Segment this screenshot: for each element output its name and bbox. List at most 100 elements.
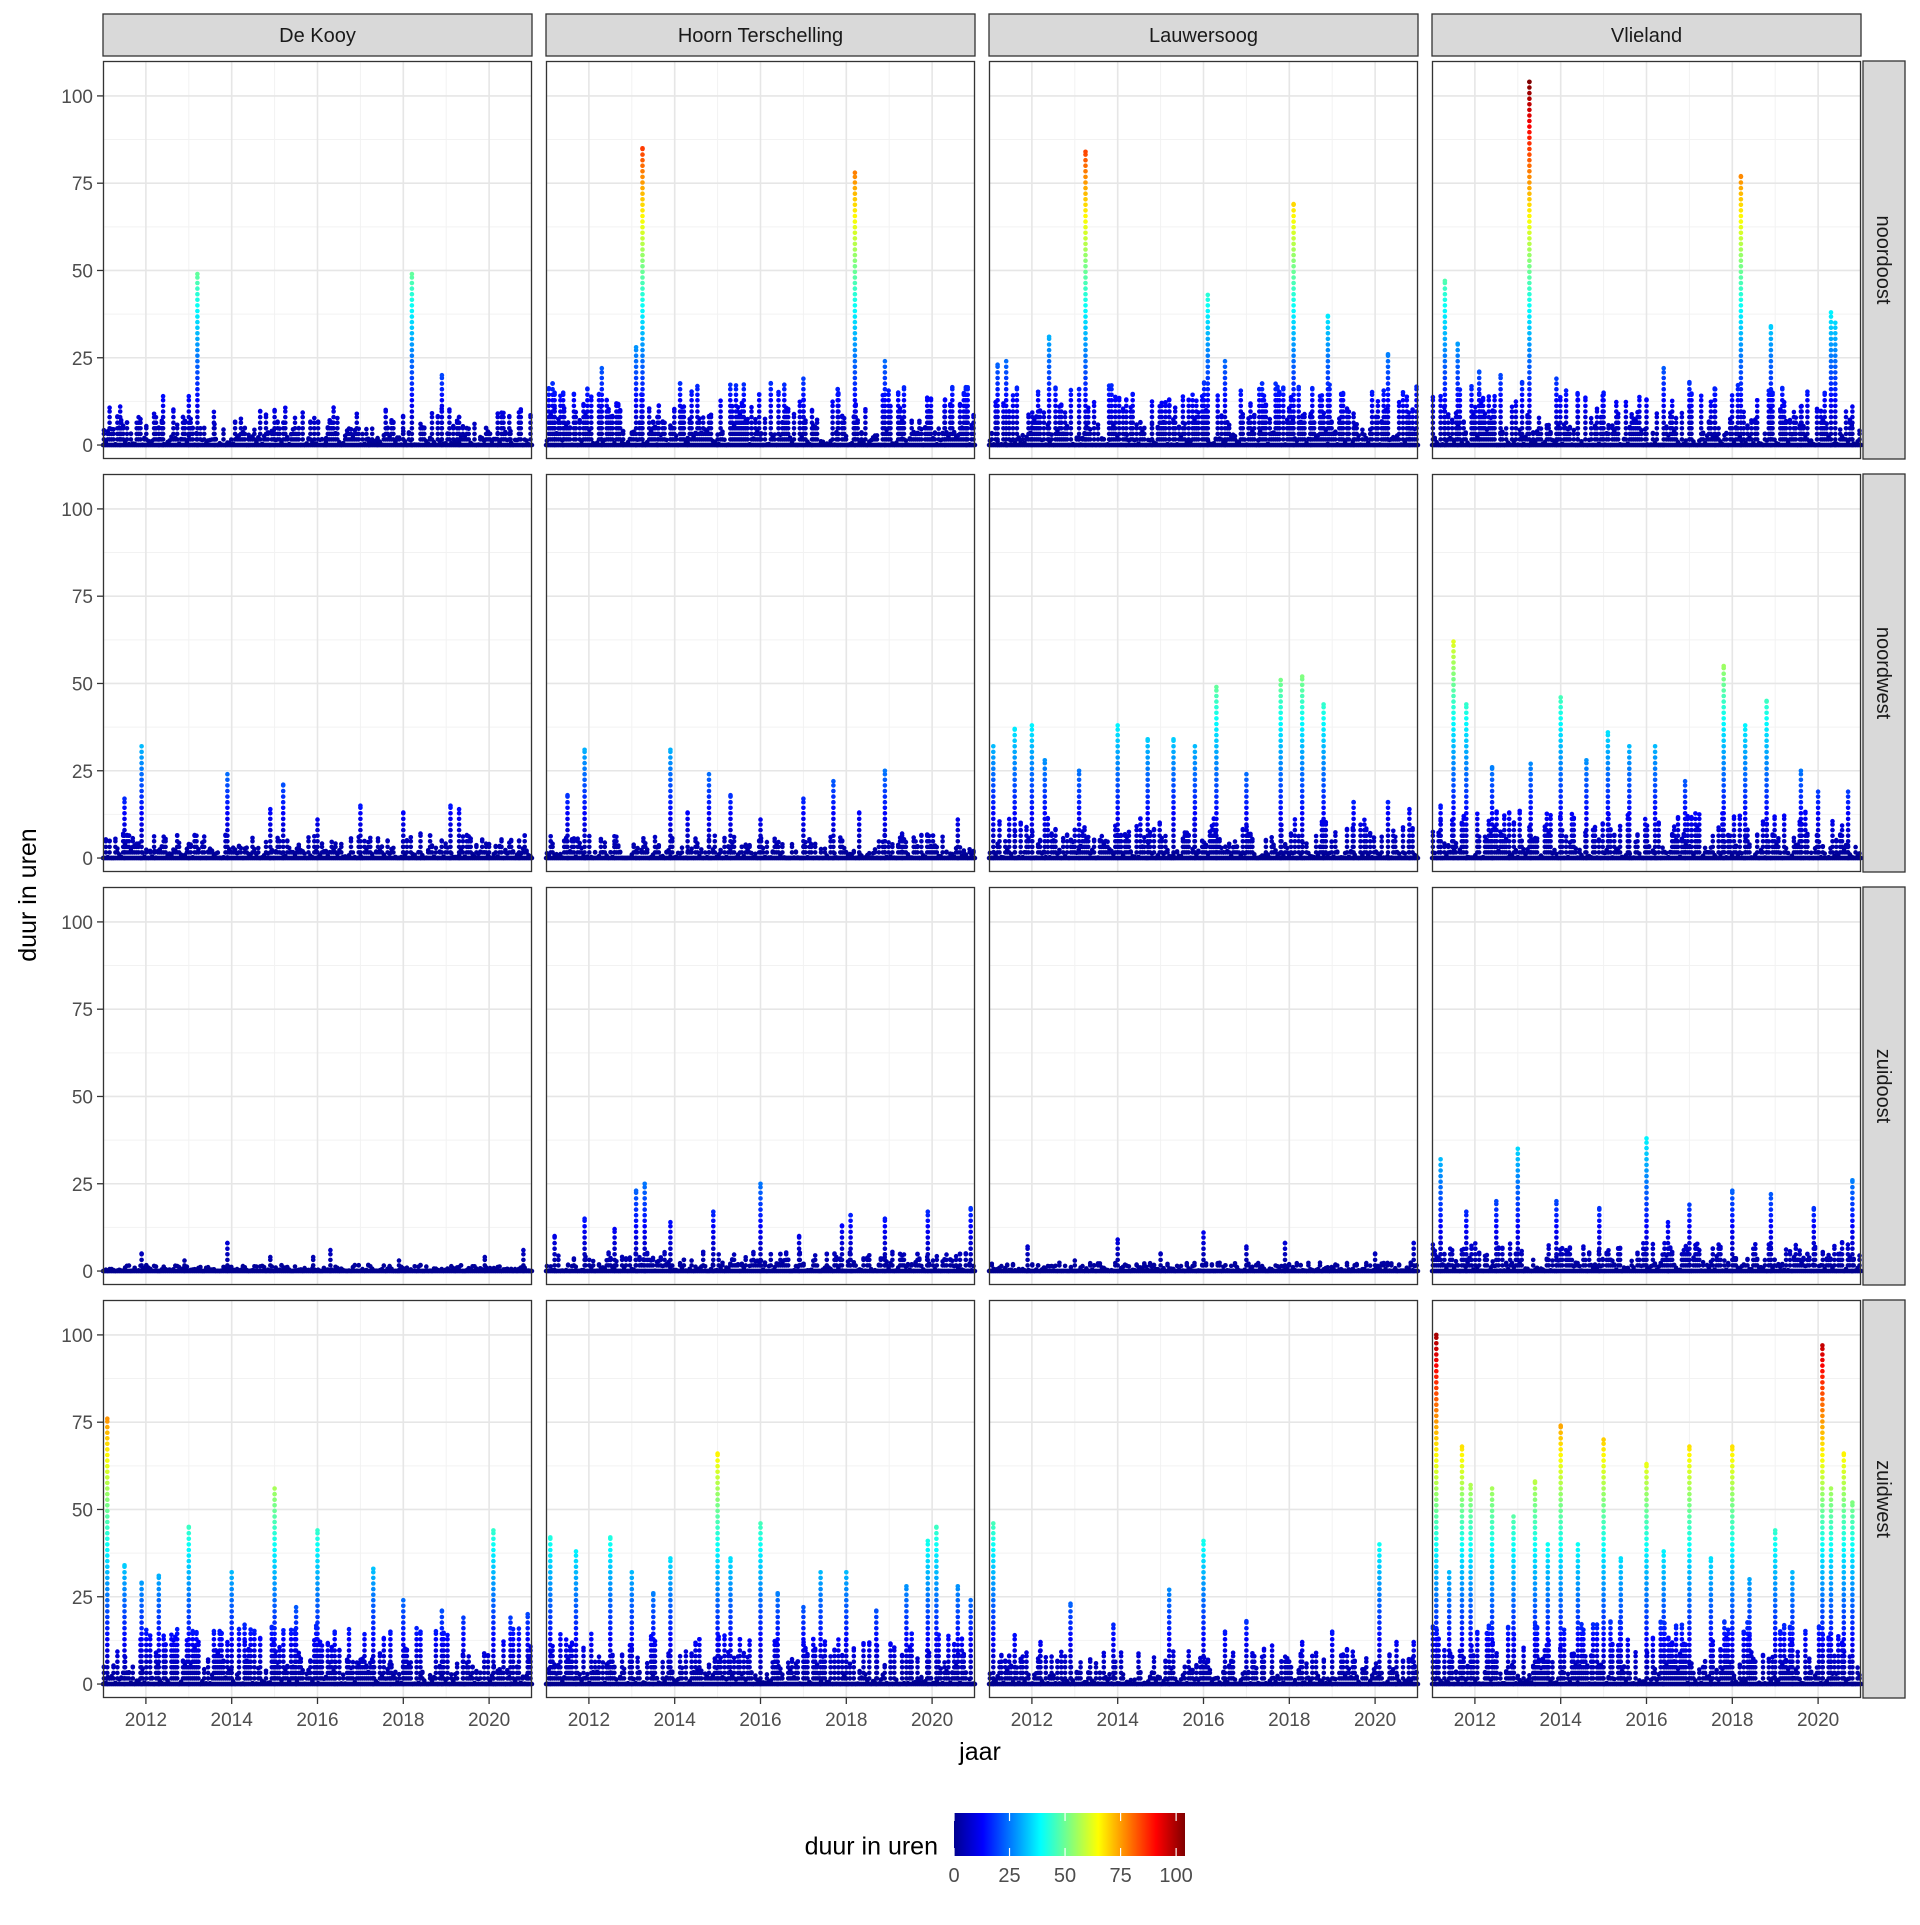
data-point-minor [283,426,288,431]
data-point-minor [107,420,112,425]
data-point-minor [599,409,604,414]
data-point-minor [1142,426,1147,431]
data-point [1833,331,1838,336]
data-point [1291,303,1296,308]
data-point-minor [1215,398,1220,403]
data-point-minor [1575,391,1580,396]
data-point [1443,309,1448,314]
data-point [1206,370,1211,375]
data-point-minor [1405,404,1410,409]
data-point [1527,325,1532,330]
data-point-minor [1069,415,1074,420]
data-point [1739,353,1744,358]
data-point-minor [1291,432,1296,437]
data-point-minor [107,415,112,420]
data-point [1829,376,1834,381]
data-point-minor [401,432,406,437]
data-point-minor [929,404,934,409]
data-point-minor [589,409,594,414]
data-point [1443,398,1448,403]
data-point [1527,197,1532,202]
data-point-minor [639,426,644,431]
data-point [1661,420,1666,425]
data-point [1520,380,1525,385]
data-point-minor [929,396,934,401]
data-point [410,342,415,347]
data-point [1124,397,1129,402]
data-point [1083,309,1088,314]
data-point [1527,113,1532,118]
data-point-minor [842,416,847,421]
data-point-minor [965,398,970,403]
data-point-minor [929,409,934,414]
data-point-minor [331,415,336,420]
data-point [1833,376,1838,381]
data-point-minor [1239,398,1244,403]
data-point [1850,409,1855,414]
data-point-minor [439,407,444,412]
data-point [1527,404,1532,409]
data-point [410,359,415,364]
data-point-minor [271,428,276,433]
data-point-minor [1219,426,1224,431]
data-point [1661,415,1666,420]
data-point-minor [1341,391,1346,396]
data-point-minor [501,420,506,425]
data-point-minor [138,417,143,422]
data-point-minor [863,420,868,425]
data-point-minor [1564,409,1569,414]
data-point-minor [742,404,747,409]
data-point-minor [1281,404,1286,409]
data-point-minor [1616,420,1621,425]
data-point-minor [144,424,149,429]
data-point-minor [312,416,317,421]
data-point-minor [682,404,687,409]
data-point-minor [1537,420,1542,425]
data-point [853,381,858,386]
data-point [1083,348,1088,353]
data-point [810,415,815,420]
data-point-minor [917,419,922,424]
data-point-minor [1202,387,1207,392]
data-point [1833,337,1838,342]
data-point [1326,320,1331,325]
data-point-minor [550,398,555,403]
data-point [1004,370,1009,375]
data-point-minor [1341,398,1346,403]
data-point-minor [1558,409,1563,414]
data-point [600,387,605,392]
data-point [1206,342,1211,347]
data-point [1077,420,1082,425]
data-point-minor [993,415,998,420]
data-point-minor [1296,385,1301,390]
data-point-minor [1347,420,1352,425]
data-point-minor [1053,398,1058,403]
data-point-minor [1600,398,1605,403]
data-point [1739,174,1744,179]
data-point-minor [1341,404,1346,409]
data-point-minor [547,386,552,391]
data-point-minor [801,409,806,414]
data-point-minor [1347,432,1352,437]
data-point-minor [1268,417,1273,422]
data-point-minor [1113,395,1118,400]
data-point [1223,404,1228,409]
data-point [1833,420,1838,425]
data-point-minor [599,426,604,431]
data-point-minor [1320,398,1325,403]
data-point [1291,286,1296,291]
data-point-minor [1001,420,1006,425]
data-point-minor [881,409,886,414]
data-point [853,359,858,364]
data-point-minor [853,402,858,407]
data-point-minor [881,393,886,398]
data-point-minor [355,412,360,417]
data-point-minor [356,427,361,432]
data-point-minor [1347,415,1352,420]
data-point [883,370,888,375]
data-point-minor [950,420,955,425]
data-point [1083,387,1088,392]
data-point [1386,376,1391,381]
data-point [1083,231,1088,236]
data-point [195,398,200,403]
